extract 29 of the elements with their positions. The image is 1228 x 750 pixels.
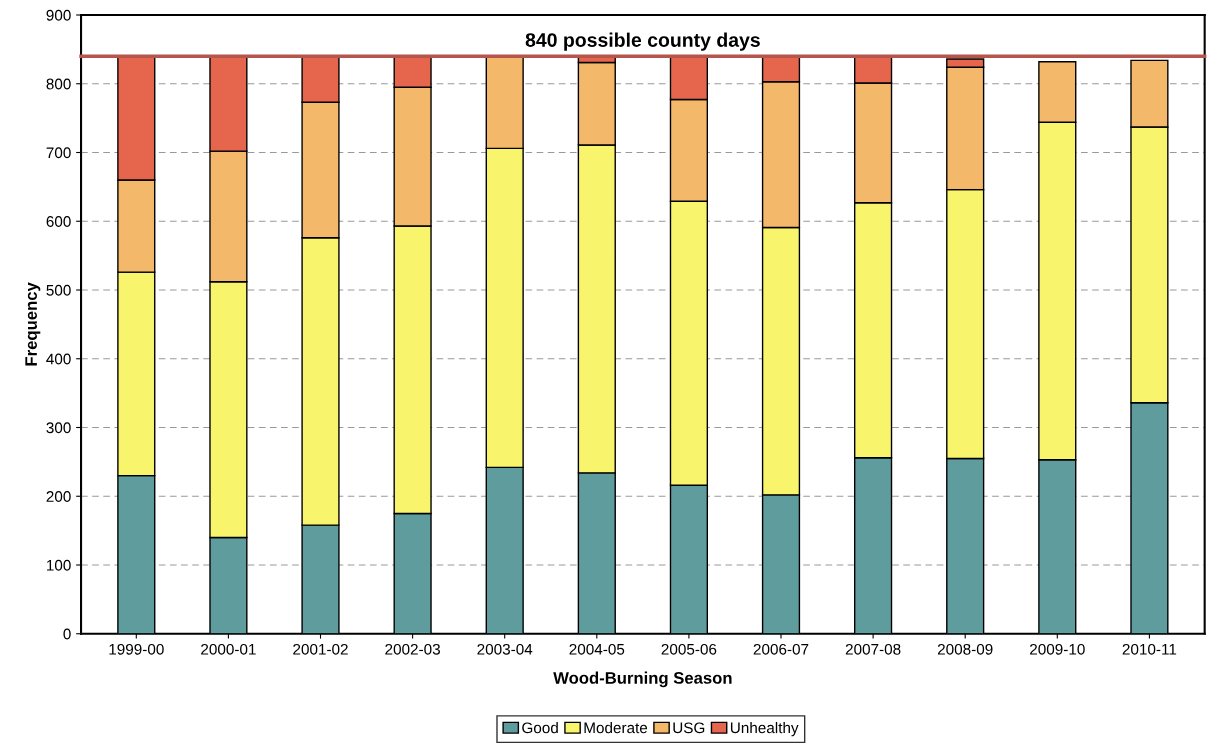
x-tick-label: 2006-07 [753,643,809,655]
y-tick-label: 100 [47,559,71,571]
ref-line-label: 840 possible county days [525,32,760,51]
y-tick-label: 600 [46,216,71,227]
y-tick-label: 800 [46,78,71,90]
y-tick-label: 200 [46,491,71,502]
y-tick-label: 900 [46,9,71,21]
y-tick-label: 700 [46,147,71,159]
x-tick-label: 2007-08 [845,643,901,655]
x-tick-label: 2001-02 [293,643,348,655]
x-tick-label: 2009-10 [1030,643,1085,655]
x-axis-title: Wood-Burning Season [553,671,732,688]
y-axis-title: Frequency [25,282,41,366]
legend-label: Moderate [584,722,648,734]
legend-label: Unhealthy [730,722,799,737]
x-tick-label: 2008-09 [937,643,993,655]
y-tick-label: 500 [46,284,71,296]
y-tick-label: 0 [63,628,71,640]
legend-label: USG [673,722,705,734]
y-tick-label: 300 [46,422,71,434]
legend-label: Good [522,722,558,734]
x-tick-label: 2005-06 [661,643,717,655]
x-tick-label: 2010-11 [1122,643,1177,655]
x-tick-label: 2004-05 [569,643,625,655]
x-tick-label: 1999-00 [109,643,164,655]
x-tick-label: 2003-04 [477,643,533,655]
x-tick-label: 2002-03 [385,643,440,655]
y-tick-label: 400 [46,353,71,365]
x-tick-label: 2000-01 [201,643,256,655]
